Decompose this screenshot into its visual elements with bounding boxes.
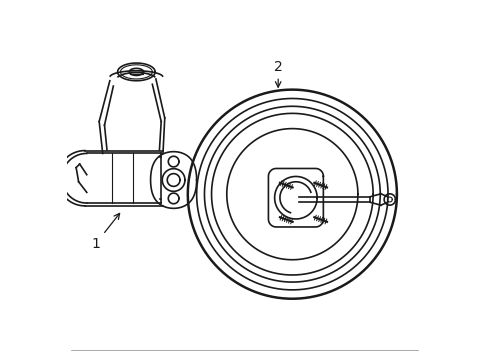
Text: 1: 1 xyxy=(91,213,120,251)
Text: 2: 2 xyxy=(273,59,282,87)
